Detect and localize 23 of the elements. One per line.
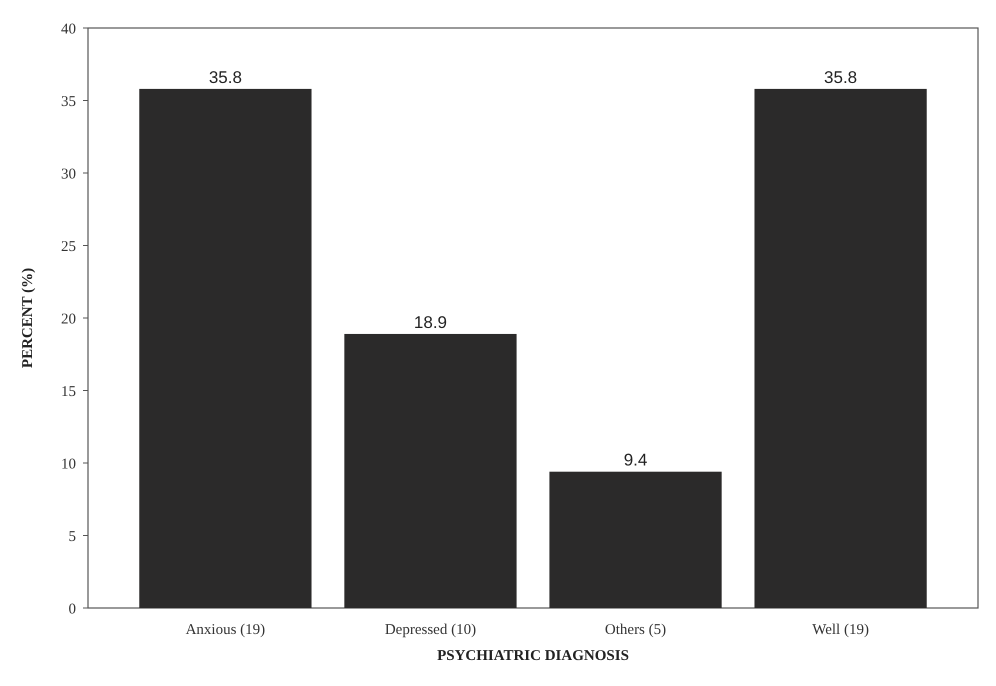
- y-tick-label: 35: [61, 94, 76, 110]
- y-tick-label: 20: [61, 311, 76, 328]
- data-label: 35.8: [208, 68, 242, 87]
- y-tick-label: 10: [61, 456, 76, 472]
- bar: [549, 472, 722, 608]
- y-tick-label: 40: [61, 21, 76, 38]
- data-label: 18.9: [414, 312, 448, 332]
- x-axis-title: PSYCHIATRIC DIAGNOSIS: [437, 648, 629, 664]
- x-tick-label: Well (19): [812, 622, 869, 638]
- x-tick-label: Anxious (19): [186, 622, 266, 638]
- data-label: 9.4: [624, 450, 648, 470]
- y-axis-title: PERCENT (%): [20, 268, 36, 368]
- data-label: 35.8: [824, 68, 858, 87]
- y-tick-label: 25: [61, 238, 76, 255]
- bar: [344, 334, 517, 608]
- bar: [139, 88, 312, 608]
- x-tick-label: Others (5): [604, 622, 666, 638]
- x-tick-label: Depressed (10): [384, 622, 476, 638]
- y-tick-label: 15: [61, 384, 76, 400]
- y-tick-label: 30: [61, 166, 76, 182]
- bar: [754, 88, 927, 608]
- y-tick-label: 5: [68, 528, 76, 545]
- y-tick-label: 0: [68, 601, 76, 618]
